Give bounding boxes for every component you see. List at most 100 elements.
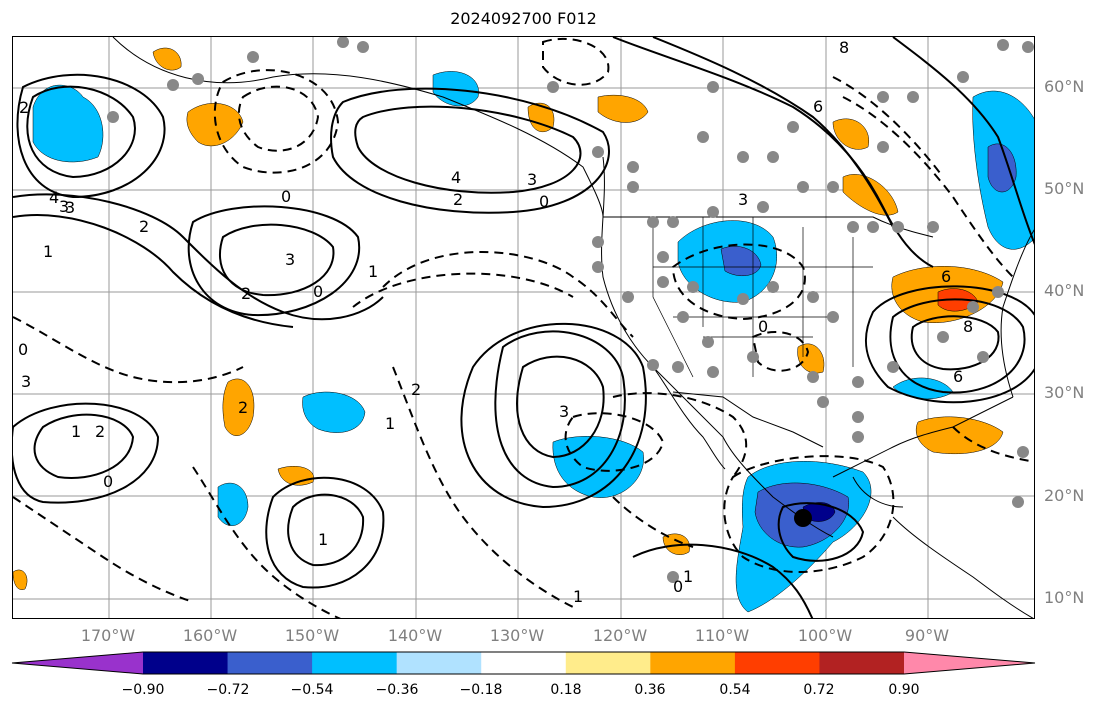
shade-pacific-b: [552, 436, 644, 498]
contour-pac-high-3: [13, 193, 384, 321]
map-panel: 2 3 1 0 2 1 6 8 4 3 0 3 4 3 2 3 2 1 0 2 …: [12, 36, 1035, 619]
contour-label: 2: [139, 217, 149, 236]
contour-bc-2: [330, 87, 610, 214]
contour-central-pac-2: [494, 330, 626, 489]
contour-label: 0: [539, 192, 549, 211]
shade-atlantic-orange: [915, 416, 1004, 455]
contour-label: 1: [43, 242, 53, 261]
shade-gulf: [892, 377, 954, 400]
lat-label: 50°N: [1044, 179, 1085, 198]
lon-label: 90°W: [904, 626, 950, 645]
shade-bc-orange: [527, 102, 555, 132]
contour-neg-12: [723, 455, 895, 573]
colorbar-tick-label: 0.54: [719, 682, 751, 698]
lon-label: 140°W: [387, 626, 443, 645]
contour-neg-11: [564, 412, 665, 472]
contour-east-low-2: [864, 285, 1034, 404]
contour-west-pac-2: [13, 402, 160, 504]
contour-central-pac-3: [460, 322, 647, 509]
colorbar-tick-label: −0.18: [459, 682, 503, 698]
contour-label: 2: [238, 398, 248, 417]
coast-east: [1000, 229, 1034, 398]
state-borders: [652, 217, 873, 378]
contour-neg-8: [612, 392, 748, 478]
lon-label: 110°W: [694, 626, 750, 645]
contour-label: 4: [451, 168, 461, 187]
contour-neg-6: [13, 316, 244, 384]
colorbar-tick-label: −0.90: [121, 682, 165, 698]
contour-label: 6: [941, 267, 951, 286]
shade-lakes-orange: [842, 174, 899, 216]
contour-bc: [354, 105, 582, 194]
contour-label: 0: [313, 282, 323, 301]
contour-label: 2: [411, 380, 421, 399]
lon-label: 150°W: [284, 626, 340, 645]
coast-gulf: [832, 396, 1014, 478]
colorbar-outline: [11, 651, 1036, 675]
border-central-america: [892, 516, 1034, 618]
contour-label: 1: [573, 587, 583, 606]
contour-label: 1: [318, 530, 328, 549]
colorbar-tick-label: 0.18: [550, 682, 582, 698]
colorbar-segment: [565, 652, 651, 674]
colorbar-tick-label: −0.72: [206, 682, 250, 698]
lon-label: 100°W: [797, 626, 853, 645]
contour-neg-7: [392, 366, 574, 608]
contour-neg-16: [832, 76, 944, 178]
contour-neg-2: [213, 69, 340, 174]
colorbar-segment: [227, 652, 313, 674]
lon-label: 170°W: [80, 626, 136, 645]
contour-label: 0: [758, 317, 768, 336]
colorbar-segment: [143, 652, 229, 674]
contour-neg-17: [952, 426, 1034, 463]
colorbar-extend-low: [12, 652, 143, 674]
contour-label: 6: [813, 97, 823, 116]
station-dots: [107, 37, 1034, 583]
shade-pacific-orange-c: [13, 569, 28, 590]
contour-label: 2: [453, 190, 463, 209]
contour-label: 2: [95, 422, 105, 441]
contour-label: 8: [839, 38, 849, 57]
shade-nw-orange-b: [152, 47, 182, 71]
colorbar-segment: [650, 652, 736, 674]
contour-label: 2: [19, 98, 29, 117]
lat-label: 30°N: [1044, 383, 1085, 402]
contour-label: 1: [385, 414, 395, 433]
contour-label: 4: [49, 188, 59, 207]
contour-label: 3: [527, 170, 537, 189]
colorbar-segment: [481, 652, 567, 674]
contour-neg-13: [13, 496, 194, 603]
contour-low-nw: [26, 85, 136, 179]
contour-pac-high-2: [187, 205, 361, 317]
shade-bc-orange-b: [597, 94, 649, 123]
contour-neg-18: [612, 496, 694, 548]
shade-pacific-a: [302, 391, 366, 433]
contour-label: 3: [65, 198, 75, 217]
colorbar-segment: [396, 652, 482, 674]
shade-great-basin-core: [720, 246, 762, 277]
contour-jet: [612, 37, 934, 268]
coast-baja: [652, 366, 726, 470]
colorbar-extend-high: [904, 652, 1035, 674]
contour-mid-pac: [287, 493, 365, 567]
contour-jet-2: [652, 37, 894, 228]
contour-label: 2: [241, 284, 251, 303]
contour-neg-4: [382, 251, 634, 338]
map-title: 2024092700 F012: [450, 9, 597, 28]
colorbar-segment: [312, 652, 398, 674]
contour-label: 1: [683, 567, 693, 586]
shade-sw-orange: [797, 343, 825, 374]
contour-label: 8: [963, 317, 973, 336]
contour-neg-1: [237, 85, 320, 152]
colorbar-segment: [819, 652, 905, 674]
contour-west-pac: [33, 413, 135, 479]
colorbar-tick-label: −0.54: [290, 682, 334, 698]
contours-positive: [13, 37, 1034, 618]
shade-alaska-gulf: [32, 84, 104, 163]
contour-label: 3: [59, 197, 69, 216]
shade-pacific-c: [217, 482, 249, 526]
contour-mexico: [632, 543, 814, 618]
contour-label: 1: [368, 262, 378, 281]
contour-neg-5: [352, 272, 574, 308]
lon-label: 160°W: [182, 626, 238, 645]
